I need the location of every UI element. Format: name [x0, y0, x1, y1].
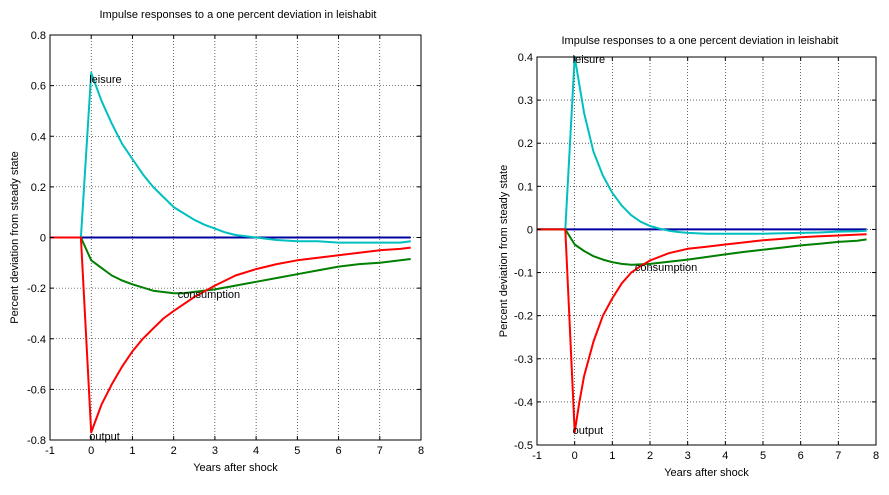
y-tick-label: 0.6 — [31, 81, 46, 93]
y-tick-label: -0.6 — [27, 384, 46, 396]
consumption-annotation: consumption — [635, 262, 697, 274]
y-tick-label: -0.3 — [514, 354, 533, 366]
x-tick-label: 5 — [294, 445, 300, 457]
x-tick-label: 7 — [835, 450, 841, 462]
y-tick-label: 0.1 — [518, 181, 533, 193]
y-tick-label: 0.4 — [518, 52, 533, 64]
y-tick-label: -0.4 — [514, 397, 533, 409]
consumption-series-line — [50, 236, 411, 295]
consumption-annotation: consumption — [178, 289, 240, 301]
y-axis-label: Percent deviation from steady state — [498, 165, 510, 337]
output-annotation: output — [573, 425, 604, 437]
x-tick-label: -1 — [532, 450, 542, 462]
y-tick-label: 0 — [527, 224, 533, 236]
x-tick-label: 1 — [129, 445, 135, 457]
y-tick-label: -0.2 — [27, 283, 46, 295]
output-annotation: output — [89, 431, 120, 443]
y-tick-label: -0.2 — [514, 311, 533, 323]
consumption-series-line — [537, 228, 867, 266]
y-tick-label: 0.3 — [518, 95, 533, 107]
y-tick-label: 0.4 — [31, 131, 46, 143]
x-tick-label: 0 — [572, 450, 578, 462]
x-axis-label: Years after shock — [193, 462, 278, 474]
x-tick-label: 3 — [212, 445, 218, 457]
y-tick-label: -0.1 — [514, 268, 533, 280]
y-tick-label: 0 — [40, 233, 46, 245]
x-tick-label: 2 — [171, 445, 177, 457]
x-tick-label: 7 — [377, 445, 383, 457]
output-series-line — [537, 228, 867, 434]
chart-title: Impulse responses to a one percent devia… — [99, 9, 376, 21]
x-tick-label: 4 — [253, 445, 259, 457]
chart-title: Impulse responses to a one percent devia… — [561, 35, 838, 47]
x-axis-label: Years after shock — [664, 467, 749, 479]
x-tick-label: 8 — [418, 445, 424, 457]
x-tick-label: 0 — [88, 445, 94, 457]
y-axis-label: Percent deviation from steady state — [9, 151, 21, 323]
output-series-line — [50, 236, 411, 434]
x-tick-label: 5 — [760, 450, 766, 462]
y-tick-label: -0.8 — [27, 435, 46, 447]
right-chart-panel: -1 0 1 2 3 4 5 6 7 8 0.4 0.3 0.2 0.1 0 -0.1 -0.2 -0.3 -0.4… — [498, 35, 879, 479]
y-tick-label: 0.2 — [518, 138, 533, 150]
x-tick-label: 1 — [609, 450, 615, 462]
x-tick-label: 3 — [685, 450, 691, 462]
leisure-series-line — [537, 56, 867, 235]
leisure-annotation: leisure — [89, 74, 121, 86]
x-tick-label: 4 — [722, 450, 728, 462]
y-tick-label: 0.2 — [31, 182, 46, 194]
x-tick-label: 2 — [647, 450, 653, 462]
plot-frame — [536, 56, 877, 446]
left-chart-panel: -1 0 1 2 3 4 5 6 7 8 0.8 0.6 0.4 0.2 0 -0.2 -0.4 -0.6 -0.8… — [9, 9, 424, 474]
y-tick-label: 0.8 — [31, 30, 46, 42]
y-tick-label: -0.5 — [514, 440, 533, 452]
x-tick-label: 8 — [873, 450, 879, 462]
x-tick-label: 6 — [335, 445, 341, 457]
leisure-annotation: leisure — [573, 54, 605, 66]
y-tick-label: -0.4 — [27, 334, 46, 346]
leisure-series-line — [50, 72, 411, 244]
x-tick-label: 6 — [798, 450, 804, 462]
x-tick-label: -1 — [45, 445, 55, 457]
